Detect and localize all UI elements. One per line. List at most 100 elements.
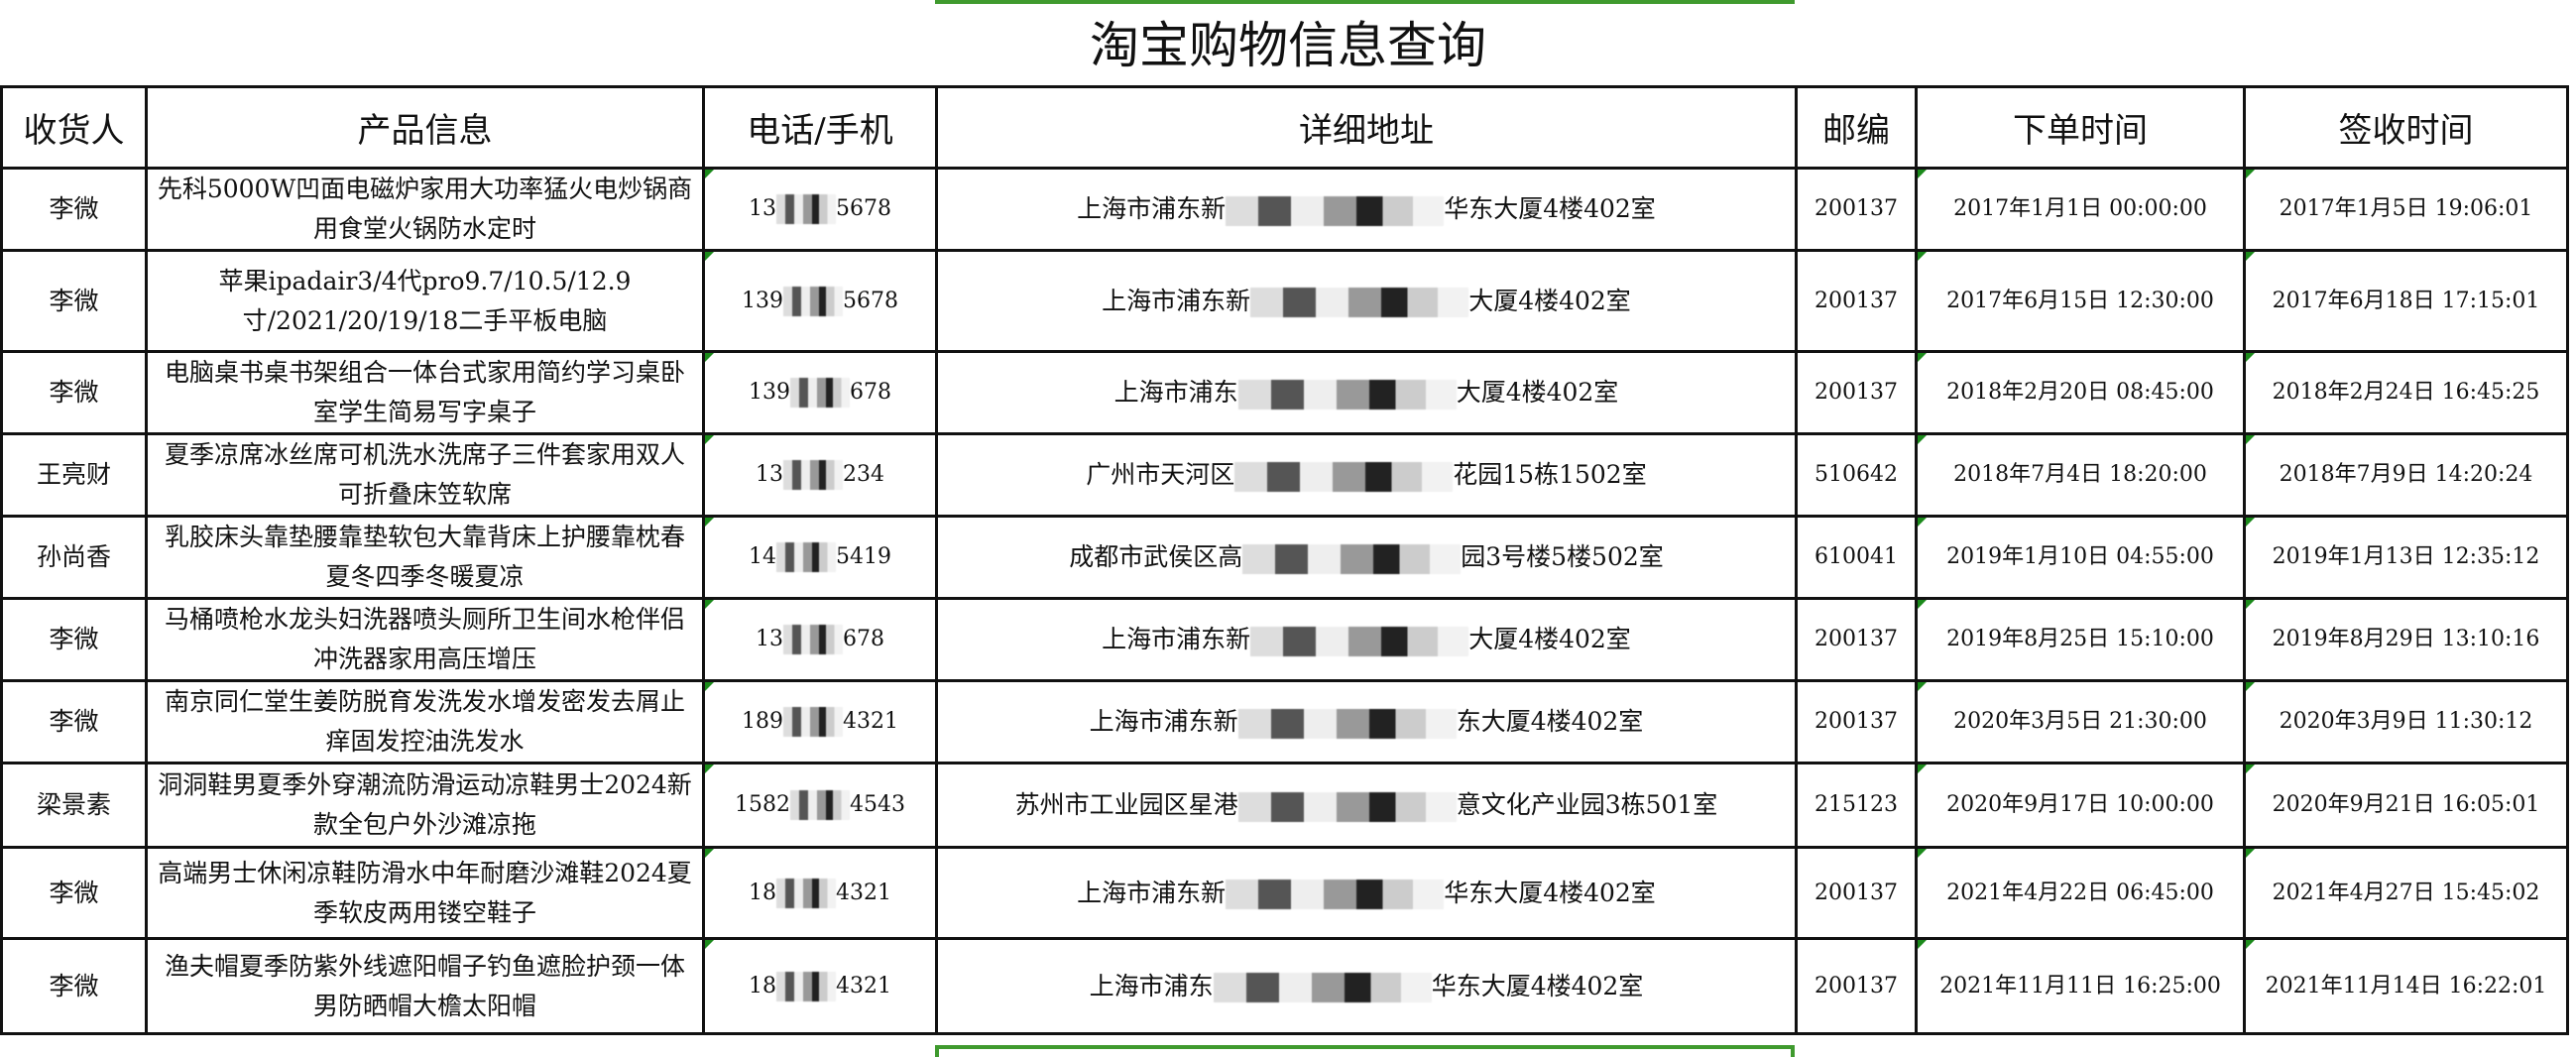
zip-cell[interactable]: 610041	[1795, 515, 1918, 600]
address-visible-start: 苏州市工业园区星港	[1014, 790, 1238, 819]
address-cell[interactable]: 上海市浦东新 华东大厦4楼402室	[935, 846, 1798, 940]
order-time-cell[interactable]: 2021年11月11日 16:25:00	[1915, 937, 2246, 1035]
phone-visible-end: 4543	[850, 792, 905, 817]
phone-cell[interactable]: 1582 4543	[702, 762, 938, 849]
redaction-mosaic	[1226, 195, 1445, 226]
address-visible-end: 大厦4楼402室	[1468, 625, 1631, 653]
sign-time-cell[interactable]: 2017年6月18日 17:15:01	[2243, 249, 2569, 353]
recipient-cell[interactable]: 梁景素	[0, 762, 148, 849]
address-cell[interactable]: 广州市天河区 花园15栋1502室	[935, 432, 1798, 518]
phone-cell[interactable]: 139 678	[702, 350, 938, 435]
address-visible-start: 上海市浦东新	[1102, 625, 1251, 653]
phone-cell[interactable]: 13 5678	[702, 167, 938, 252]
address-visible-end: 华东大厦4楼402室	[1431, 971, 1644, 1000]
address-cell[interactable]: 上海市浦东新 东大厦4楼402室	[935, 679, 1798, 764]
order-time-cell[interactable]: 2017年6月15日 12:30:00	[1915, 249, 2246, 353]
recipient-cell[interactable]: 李微	[0, 167, 148, 252]
order-time-cell[interactable]: 2020年9月17日 10:00:00	[1915, 762, 2246, 849]
product-cell[interactable]: 渔夫帽夏季防紫外线遮阳帽子钓鱼遮脸护颈一体男防晒帽大檐太阳帽	[145, 937, 705, 1035]
order-time-cell[interactable]: 2018年2月20日 08:45:00	[1915, 350, 2246, 435]
product-cell[interactable]: 先科5000W凹面电磁炉家用大功率猛火电炒锅商用食堂火锅防水定时	[145, 167, 705, 252]
order-time-cell[interactable]: 2017年1月1日 00:00:00	[1915, 167, 2246, 252]
address-cell[interactable]: 上海市浦东新 大厦4楼402室	[935, 597, 1798, 682]
header-recipient[interactable]: 收货人	[0, 85, 148, 170]
header-zip[interactable]: 邮编	[1795, 85, 1918, 170]
sign-time-cell[interactable]: 2021年4月27日 15:45:02	[2243, 846, 2569, 940]
address-visible-start: 上海市浦东新	[1077, 878, 1227, 907]
sign-time-cell[interactable]: 2020年3月9日 11:30:12	[2243, 679, 2569, 764]
address-visible-start: 上海市浦东新	[1102, 286, 1251, 315]
sign-time-cell[interactable]: 2019年1月13日 12:35:12	[2243, 515, 2569, 600]
phone-visible-end: 4321	[836, 880, 891, 905]
phone-cell[interactable]: 18 4321	[702, 937, 938, 1035]
order-time-cell[interactable]: 2019年8月25日 15:10:00	[1915, 597, 2246, 682]
sign-time-cell[interactable]: 2019年8月29日 13:10:16	[2243, 597, 2569, 682]
header-phone[interactable]: 电话/手机	[702, 85, 938, 170]
order-time-cell[interactable]: 2018年7月4日 18:20:00	[1915, 432, 2246, 518]
product-cell[interactable]: 洞洞鞋男夏季外穿潮流防滑运动凉鞋男士2024新款全包户外沙滩凉拖	[145, 762, 705, 849]
address-cell[interactable]: 上海市浦东新 华东大厦4楼402室	[935, 167, 1798, 252]
address-cell[interactable]: 上海市浦东 大厦4楼402室	[935, 350, 1798, 435]
table-row: 李微 先科5000W凹面电磁炉家用大功率猛火电炒锅商用食堂火锅防水定时 13 5678…	[0, 167, 2569, 252]
order-time-cell[interactable]: 2019年1月10日 04:55:00	[1915, 515, 2246, 600]
phone-visible-start: 18	[749, 973, 776, 998]
zip-cell[interactable]: 200137	[1795, 350, 1918, 435]
product-cell[interactable]: 夏季凉席冰丝席可机洗水洗席子三件套家用双人可折叠床笠软席	[145, 432, 705, 518]
recipient-cell[interactable]: 孙尚香	[0, 515, 148, 600]
address-cell[interactable]: 上海市浦东 华东大厦4楼402室	[935, 937, 1798, 1035]
product-cell[interactable]: 高端男士休闲凉鞋防滑水中年耐磨沙滩鞋2024夏季软皮两用镂空鞋子	[145, 846, 705, 940]
header-sign-time[interactable]: 签收时间	[2243, 85, 2569, 170]
header-product[interactable]: 产品信息	[145, 85, 705, 170]
header-order-time[interactable]: 下单时间	[1915, 85, 2246, 170]
header-address[interactable]: 详细地址	[935, 85, 1798, 170]
recipient-cell[interactable]: 李微	[0, 249, 148, 353]
zip-cell[interactable]: 200137	[1795, 167, 1918, 252]
recipient-cell[interactable]: 李微	[0, 846, 148, 940]
address-cell[interactable]: 成都市武侯区高 园3号楼5楼502室	[935, 515, 1798, 600]
address-cell[interactable]: 上海市浦东新 大厦4楼402室	[935, 249, 1798, 353]
phone-visible-end: 234	[843, 462, 884, 487]
order-time-cell[interactable]: 2020年3月5日 21:30:00	[1915, 679, 2246, 764]
zip-cell[interactable]: 200137	[1795, 679, 1918, 764]
zip-cell[interactable]: 200137	[1795, 846, 1918, 940]
order-time-cell[interactable]: 2021年4月22日 06:45:00	[1915, 846, 2246, 940]
phone-cell[interactable]: 14 5419	[702, 515, 938, 600]
recipient-cell[interactable]: 李微	[0, 937, 148, 1035]
address-cell[interactable]: 苏州市工业园区星港 意文化产业园3栋501室	[935, 762, 1798, 849]
zip-cell[interactable]: 510642	[1795, 432, 1918, 518]
product-cell[interactable]: 南京同仁堂生姜防脱育发洗发水增发密发去屑止痒固发控油洗发水	[145, 679, 705, 764]
address-visible-start: 上海市浦东新	[1089, 707, 1238, 736]
phone-cell[interactable]: 18 4321	[702, 846, 938, 940]
phone-visible-end: 4321	[836, 973, 891, 998]
sign-time-cell[interactable]: 2018年7月9日 14:20:24	[2243, 432, 2569, 518]
phone-cell[interactable]: 139 5678	[702, 249, 938, 353]
zip-cell[interactable]: 215123	[1795, 762, 1918, 849]
phone-visible-start: 189	[742, 709, 783, 734]
product-cell[interactable]: 电脑桌书桌书架组合一体台式家用简约学习桌卧室学生简易写字桌子	[145, 350, 705, 435]
product-cell[interactable]: 苹果ipadair3/4代pro9.7/10.5/12.9寸/2021/20/1…	[145, 249, 705, 353]
zip-cell[interactable]: 200137	[1795, 249, 1918, 353]
sign-time-cell[interactable]: 2017年1月5日 19:06:01	[2243, 167, 2569, 252]
phone-cell[interactable]: 189 4321	[702, 679, 938, 764]
recipient-cell[interactable]: 李微	[0, 597, 148, 682]
product-cell[interactable]: 乳胶床头靠垫腰靠垫软包大靠背床上护腰靠枕春夏冬四季冬暖夏凉	[145, 515, 705, 600]
recipient-cell[interactable]: 王亮财	[0, 432, 148, 518]
phone-visible-end: 4321	[843, 709, 898, 734]
phone-visible-end: 678	[843, 627, 884, 651]
sign-time-cell[interactable]: 2018年2月24日 16:45:25	[2243, 350, 2569, 435]
address-visible-end: 华东大厦4楼402室	[1444, 194, 1656, 223]
zip-cell[interactable]: 200137	[1795, 597, 1918, 682]
phone-cell[interactable]: 13 678	[702, 597, 938, 682]
sign-time-cell[interactable]: 2021年11月14日 16:22:01	[2243, 937, 2569, 1035]
recipient-cell[interactable]: 李微	[0, 350, 148, 435]
recipient-cell[interactable]: 李微	[0, 679, 148, 764]
sign-time-cell[interactable]: 2020年9月21日 16:05:01	[2243, 762, 2569, 849]
redaction-mosaic	[1213, 973, 1432, 1002]
table-row: 李微 电脑桌书桌书架组合一体台式家用简约学习桌卧室学生简易写字桌子 139 678 上海…	[0, 350, 2569, 435]
zip-cell[interactable]: 200137	[1795, 937, 1918, 1035]
table-row: 李微 渔夫帽夏季防紫外线遮阳帽子钓鱼遮脸护颈一体男防晒帽大檐太阳帽 18 4321 上海…	[0, 937, 2569, 1035]
redaction-mosaic	[1226, 880, 1445, 909]
phone-cell[interactable]: 13 234	[702, 432, 938, 518]
product-cell[interactable]: 马桶喷枪水龙头妇洗器喷头厕所卫生间水枪伴侣冲洗器家用高压增压	[145, 597, 705, 682]
selected-cell[interactable]	[935, 1045, 1795, 1057]
